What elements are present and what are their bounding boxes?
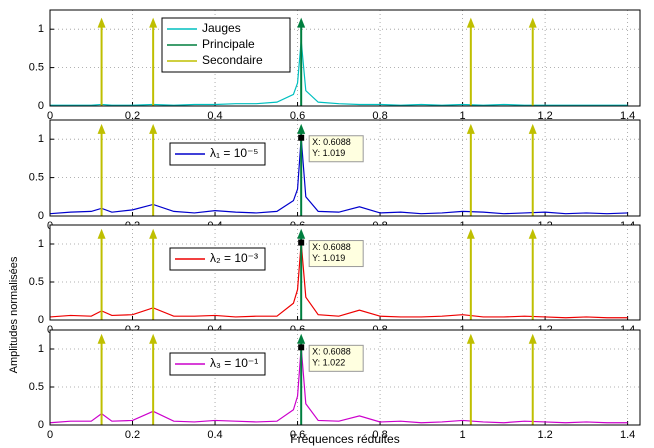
x-tick-label: 0.4 — [207, 110, 222, 122]
arrow-head — [297, 17, 306, 28]
legend-label: Secondaire — [202, 53, 263, 67]
arrow-head — [466, 228, 475, 239]
x-tick-label: 0.2 — [125, 110, 140, 122]
datatip-marker — [298, 344, 305, 351]
y-tick-label: 0 — [38, 210, 44, 222]
datatip-text: Y: 1.019 — [312, 253, 345, 263]
datatip-text: X: 0.6088 — [312, 242, 351, 252]
x-tick-label: 1 — [460, 110, 466, 122]
arrow-head — [97, 333, 106, 344]
y-tick-label: 0.5 — [29, 381, 44, 393]
x-tick-label: 1.4 — [620, 429, 635, 441]
axes-box — [49, 9, 641, 107]
datatip-text: X: 0.6088 — [312, 137, 351, 147]
arrow-head — [528, 17, 537, 28]
plot-area — [50, 225, 640, 320]
arrow-head — [528, 228, 537, 239]
y-tick-label: 0.5 — [29, 172, 44, 184]
axes-box — [49, 224, 641, 321]
axes-box — [49, 119, 641, 217]
plot-area — [50, 330, 640, 425]
datatip-box — [308, 135, 364, 163]
legend-label: Jauges — [202, 21, 241, 35]
x-tick-label: 0.6 — [290, 429, 305, 441]
series-line — [50, 40, 628, 106]
plot-area — [50, 10, 640, 106]
datatip-box — [308, 344, 364, 372]
datatip-text: X: 0.6088 — [312, 347, 351, 357]
plot-area — [50, 120, 640, 216]
legend-box — [169, 142, 266, 166]
arrow-head — [466, 17, 475, 28]
series-line — [49, 242, 628, 319]
y-tick-label: 1 — [38, 133, 44, 145]
x-tick-label: 1.2 — [537, 429, 552, 441]
axes-box — [49, 329, 641, 426]
series-line — [49, 137, 628, 215]
legend-box — [169, 352, 266, 376]
arrow-head — [528, 123, 537, 134]
datatip-marker — [298, 134, 305, 141]
x-tick-label: 1.4 — [620, 110, 635, 122]
y-tick-label: 1 — [38, 238, 44, 250]
arrow-head — [466, 333, 475, 344]
datatip-text: Y: 1.022 — [312, 358, 345, 368]
arrow-head — [97, 123, 106, 134]
legend-box — [169, 247, 266, 271]
x-tick-label: 0 — [47, 110, 53, 122]
y-axis-label: Amplitudes normalisées — [8, 256, 20, 373]
arrow-head — [297, 333, 306, 344]
arrow-head — [149, 17, 158, 28]
y-tick-label: 0.5 — [29, 62, 44, 74]
arrow-head — [528, 333, 537, 344]
legend-label: λ₃ = 10⁻¹ — [210, 356, 258, 370]
series-line — [49, 347, 628, 424]
arrow-head — [297, 123, 306, 134]
x-tick-label: 0 — [47, 429, 53, 441]
x-tick-label: 0.4 — [207, 429, 222, 441]
datatip-text: Y: 1.019 — [312, 148, 345, 158]
x-tick-label: 1.2 — [537, 110, 552, 122]
legend-label: λ₂ = 10⁻³ — [210, 251, 258, 265]
legend-label: Principale — [202, 37, 255, 51]
y-tick-label: 0.5 — [29, 276, 44, 288]
y-tick-label: 0 — [38, 100, 44, 112]
x-tick-label: 0.8 — [372, 110, 387, 122]
arrow-head — [297, 228, 306, 239]
y-tick-label: 1 — [38, 23, 44, 35]
arrow-head — [149, 228, 158, 239]
y-tick-label: 0 — [38, 419, 44, 431]
x-tick-label: 0.2 — [125, 429, 140, 441]
x-axis-label: Fréquences réduites — [290, 432, 399, 446]
datatip-marker — [298, 239, 305, 246]
arrow-head — [97, 17, 106, 28]
y-tick-label: 0 — [38, 314, 44, 326]
x-tick-label: 0.8 — [372, 429, 387, 441]
x-tick-label: 1 — [460, 429, 466, 441]
arrow-head — [97, 228, 106, 239]
legend-label: λ₁ = 10⁻⁵ — [210, 146, 258, 160]
arrow-head — [149, 333, 158, 344]
datatip-box — [308, 240, 364, 268]
y-tick-label: 1 — [38, 343, 44, 355]
x-tick-label: 0.6 — [290, 110, 305, 122]
arrow-head — [466, 123, 475, 134]
arrow-head — [149, 123, 158, 134]
